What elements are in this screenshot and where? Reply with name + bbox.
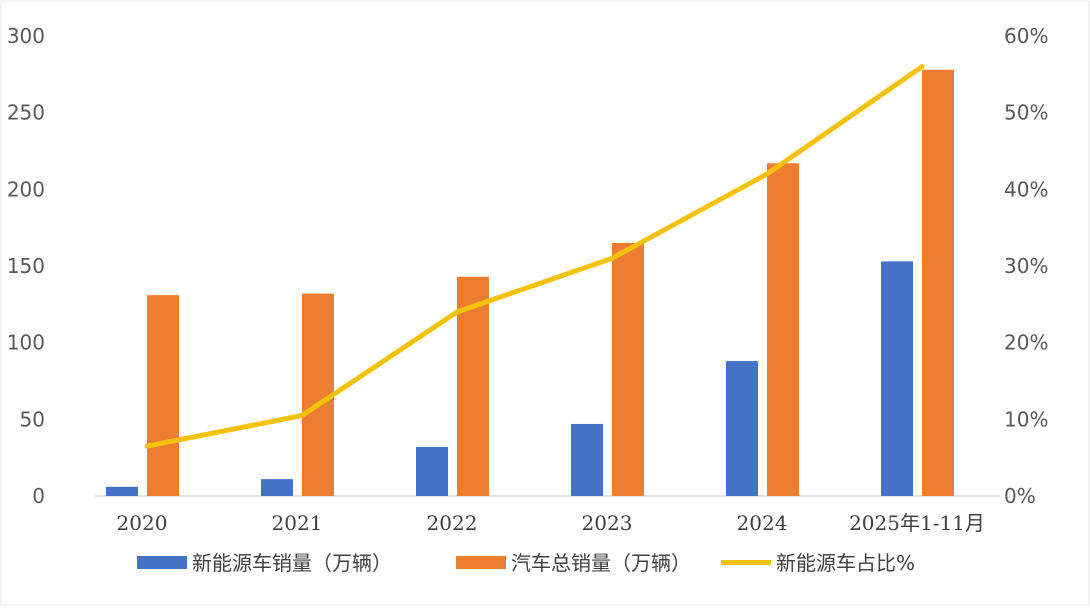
y-right-tick-label: 30% [1004,254,1048,278]
y-left-tick-label: 300 [7,24,45,48]
line-point [609,255,615,261]
y-axis-left: 0 50 100 150 200 250 300 [7,24,45,508]
y-axis-right: 0% 10% 20% 30% 40% 50% 60% [1004,24,1048,508]
bar-total-sales [922,69,954,496]
y-left-tick-label: 150 [7,254,45,278]
y-right-tick-label: 40% [1004,177,1048,201]
y-left-tick-label: 250 [7,101,45,125]
x-category-label: 2025年1-11月 [849,511,985,535]
legend: 新能源车销量（万辆） 汽车总销量（万辆） 新能源车占比% [137,551,915,575]
y-right-tick-label: 0% [1004,484,1036,508]
legend-label: 新能源车占比% [776,551,915,575]
bar-total-sales [147,295,179,496]
line-point [919,64,925,70]
line-nev-share [144,64,925,449]
legend-swatch [137,556,187,569]
y-left-tick-label: 0 [32,484,45,508]
bar-total-sales [612,243,644,496]
x-axis-categories: 2020 2021 2022 2023 2024 2025年1-11月 [117,511,985,535]
bar-nev-sales [106,486,138,496]
bar-nev-sales [261,479,293,496]
y-left-tick-label: 200 [7,177,45,201]
bar-nev-sales [416,446,448,496]
line-point [299,413,305,418]
legend-label: 汽车总销量（万辆） [511,551,691,575]
x-category-label: 2021 [272,511,323,535]
line-series [144,64,925,449]
y-right-tick-label: 20% [1004,331,1048,355]
y-left-tick-label: 100 [7,331,45,355]
bar-total-sales [767,163,799,496]
legend-swatch [456,556,506,569]
y-right-tick-label: 50% [1004,101,1048,125]
x-category-label: 2024 [737,511,788,535]
bar-total-sales [457,276,489,496]
y-right-tick-label: 60% [1004,24,1048,48]
bars [106,69,954,496]
line-point [144,443,150,449]
x-category-label: 2023 [582,511,633,535]
y-right-tick-label: 10% [1004,407,1048,431]
bar-nev-sales [571,423,603,496]
x-category-label: 2020 [117,511,168,535]
bar-nev-sales [726,361,758,496]
bar-nev-sales [881,261,913,496]
line-point [454,309,460,315]
line-point [764,171,770,177]
x-category-label: 2022 [427,511,478,535]
legend-label: 新能源车销量（万辆） [192,551,392,575]
y-left-tick-label: 50 [20,407,45,431]
